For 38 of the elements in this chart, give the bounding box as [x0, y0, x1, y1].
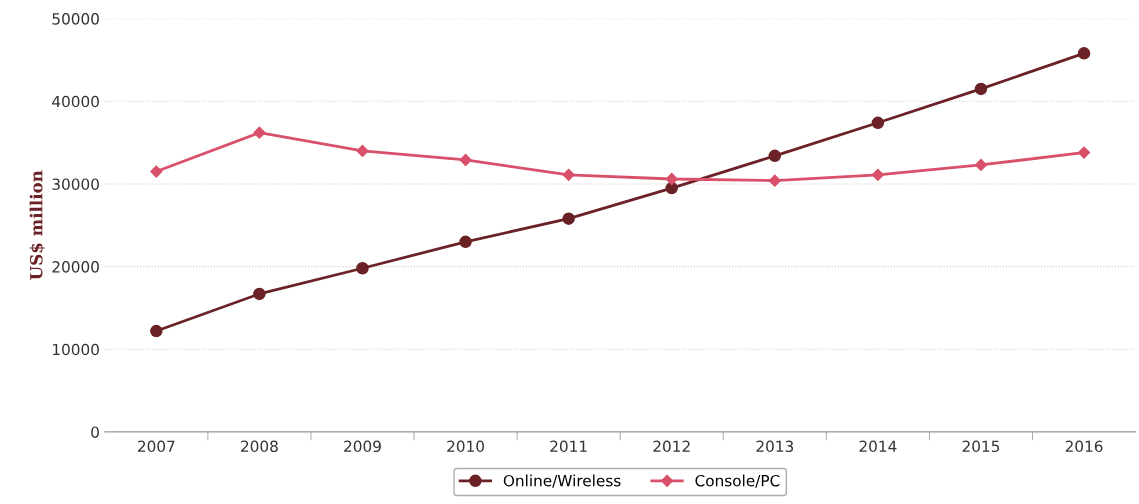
y-tick-label: 20000: [52, 261, 99, 273]
x-tick-label: 2011: [550, 440, 587, 453]
point: [768, 149, 782, 163]
point: [356, 144, 369, 157]
x-tick-label: 2016: [1065, 440, 1103, 453]
y-tick-label: 0: [91, 426, 99, 438]
x-tick-label: 2008: [241, 440, 278, 453]
point: [1077, 47, 1091, 60]
point: [1077, 146, 1091, 159]
x-tick-label: 2010: [447, 440, 484, 453]
legend-label: Online/Wireless: [503, 474, 621, 488]
point: [150, 165, 163, 178]
point: [459, 235, 472, 249]
y-tick-label: 50000: [52, 13, 99, 25]
x-tick-label: 2007: [138, 440, 175, 453]
point: [871, 168, 884, 181]
point: [562, 212, 575, 225]
y-axis-title: US$ million: [29, 170, 45, 280]
point: [871, 116, 885, 130]
point: [974, 82, 988, 96]
x-tick-label: 2015: [962, 440, 1000, 453]
y-tick-label: 30000: [52, 178, 99, 190]
x-tick-label: 2014: [859, 440, 897, 453]
y-tick-label: 10000: [53, 343, 99, 356]
point: [150, 324, 163, 338]
point: [253, 287, 266, 301]
point: [768, 174, 781, 187]
legend-label: Console/PC: [695, 474, 780, 488]
x-tick-label: 2012: [653, 440, 690, 453]
y-tick-label: 40000: [52, 95, 99, 108]
point: [974, 158, 988, 172]
point: [665, 172, 678, 186]
point: [562, 168, 575, 181]
point: [459, 153, 472, 167]
point: [253, 126, 266, 139]
point: [356, 262, 369, 275]
x-tick-label: 2013: [756, 440, 794, 453]
x-tick-label: 2009: [344, 440, 381, 453]
